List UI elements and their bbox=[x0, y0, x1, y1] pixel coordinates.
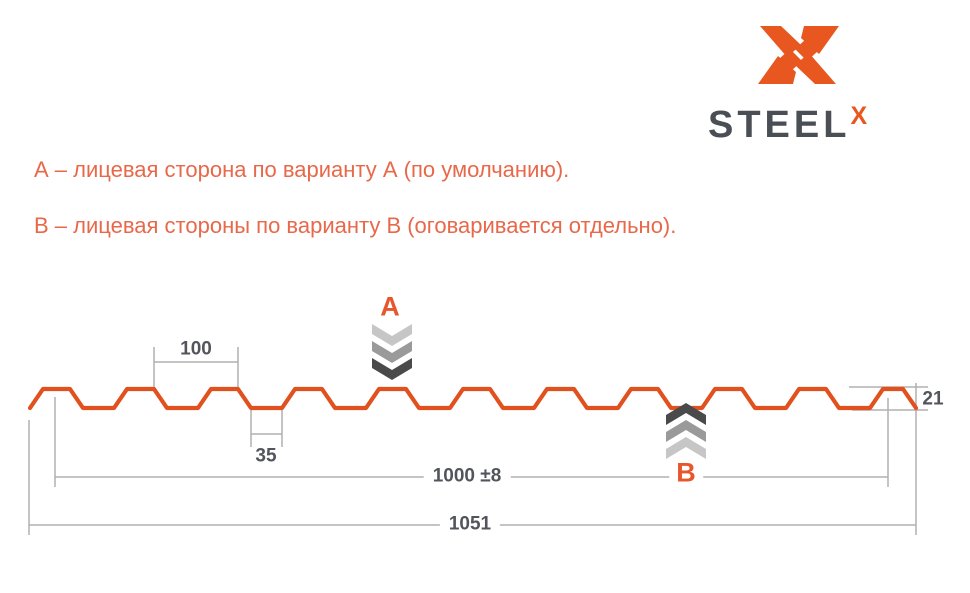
brand-x: X bbox=[850, 102, 868, 130]
dim-valley-lines bbox=[250, 410, 283, 447]
brand-name: STEEL bbox=[708, 104, 851, 146]
dim-cover-label: 1000 ±8 bbox=[423, 466, 511, 486]
chevron-b-icon bbox=[666, 403, 706, 459]
chevron-a-icon bbox=[372, 324, 412, 380]
dimension-lines bbox=[28, 347, 928, 535]
steelx-logo-icon bbox=[758, 26, 839, 84]
dim-height-label: 21 bbox=[922, 388, 944, 410]
marker-side-b: В bbox=[669, 459, 703, 487]
dim-overall-label: 1051 bbox=[439, 514, 501, 534]
dim-pitch-lines bbox=[153, 347, 239, 391]
profile-outline bbox=[27, 386, 919, 411]
dim-pitch-label: 100 bbox=[180, 338, 212, 360]
dim-overall-lines bbox=[28, 383, 917, 535]
legend-variant-a: А – лицевая сторона по варианту А (по ум… bbox=[34, 157, 570, 182]
logo-wordmark: STEEL X bbox=[708, 102, 868, 146]
dim-valley-label: 35 bbox=[255, 445, 277, 467]
marker-side-a: А bbox=[380, 291, 400, 322]
legend-variant-b: В – лицевая стороны по варианту В (огова… bbox=[34, 213, 677, 238]
